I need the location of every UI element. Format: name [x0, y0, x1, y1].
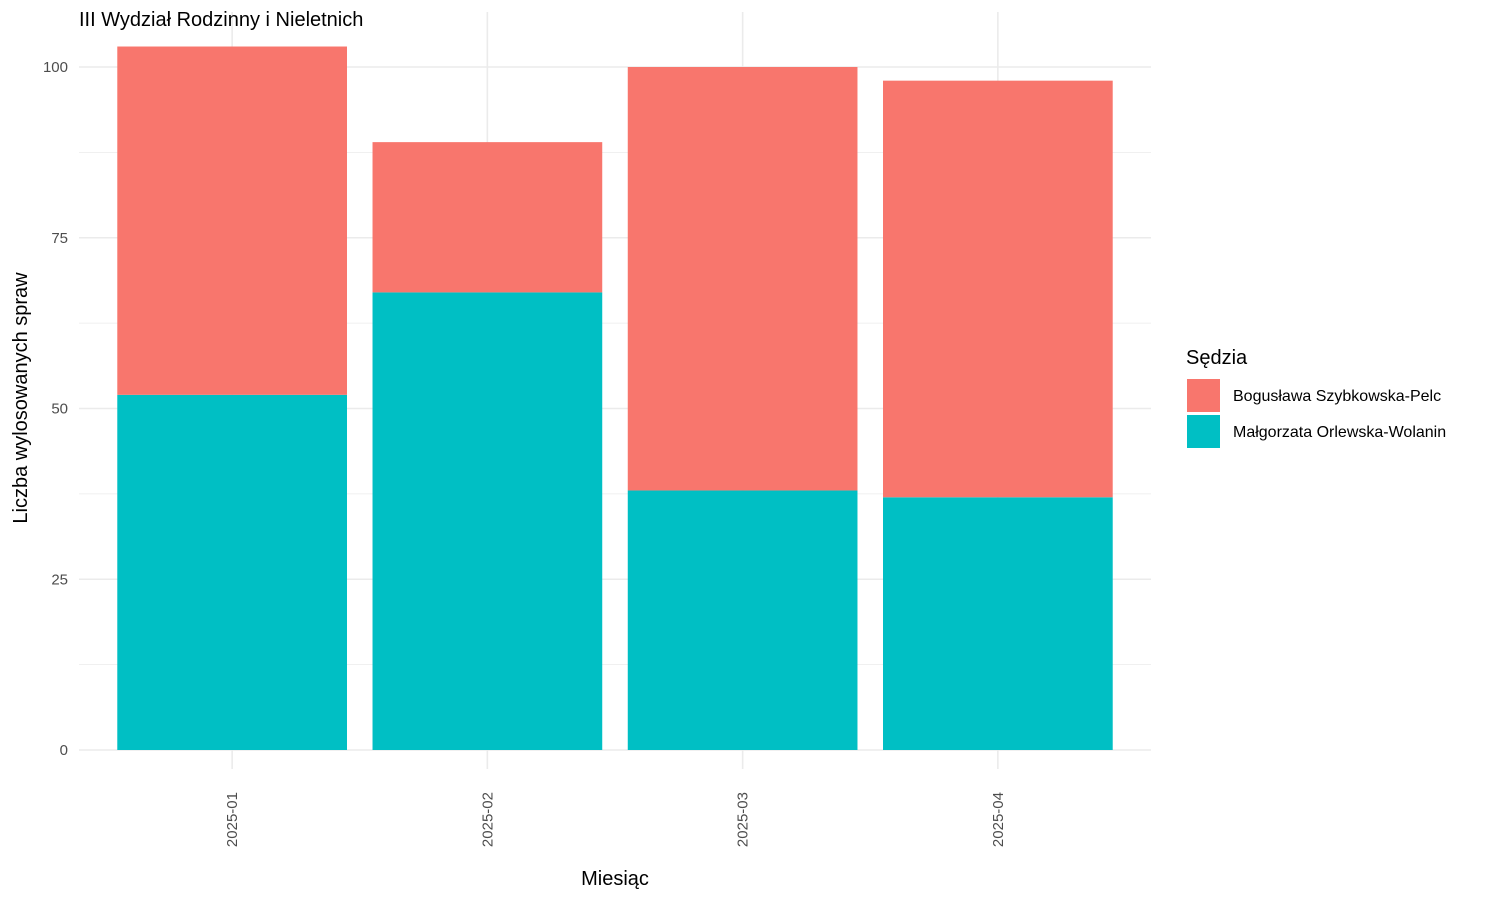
bar-segment	[883, 80, 1113, 498]
legend-items: Bogusława Szybkowska-Pelc Małgorzata Orle…	[1187, 379, 1446, 448]
bar-segment	[117, 394, 348, 750]
bar-segment	[883, 497, 1113, 750]
y-axis-title: Liczba wylosowanych spraw	[10, 272, 32, 524]
y-tick-label: 25	[51, 571, 68, 588]
legend-title: Sędzia	[1186, 347, 1248, 369]
y-tick-label: 100	[43, 59, 68, 76]
bar-segment	[372, 292, 603, 750]
bar-segment	[627, 67, 858, 491]
x-axis-ticks: 2025-01 2025-02 2025-03 2025-04	[224, 792, 1007, 847]
legend-swatch	[1187, 415, 1220, 448]
bar-segment	[627, 490, 858, 750]
bar-segment	[117, 46, 348, 395]
chart-title: III Wydział Rodzinny i Nieletnich	[79, 9, 363, 31]
legend: Sędzia Bogusława Szybkowska-Pelc Małgorza…	[1186, 347, 1446, 448]
x-tick-label: 2025-04	[990, 792, 1007, 847]
y-tick-label: 0	[60, 742, 68, 759]
x-tick-label: 2025-03	[735, 792, 752, 847]
x-axis-title: Miesiąc	[581, 868, 649, 890]
x-tick-label: 2025-01	[224, 792, 241, 847]
bars-layer	[117, 46, 1113, 750]
legend-label: Małgorzata Orlewska-Wolanin	[1233, 424, 1446, 441]
x-tick-label: 2025-02	[479, 792, 496, 847]
y-tick-label: 50	[51, 401, 68, 418]
y-axis-ticks: 0 25 50 75 100	[43, 59, 68, 759]
bar-segment	[372, 142, 603, 293]
y-tick-label: 75	[51, 230, 68, 247]
legend-label: Bogusława Szybkowska-Pelc	[1233, 388, 1441, 405]
legend-swatch	[1187, 379, 1220, 412]
